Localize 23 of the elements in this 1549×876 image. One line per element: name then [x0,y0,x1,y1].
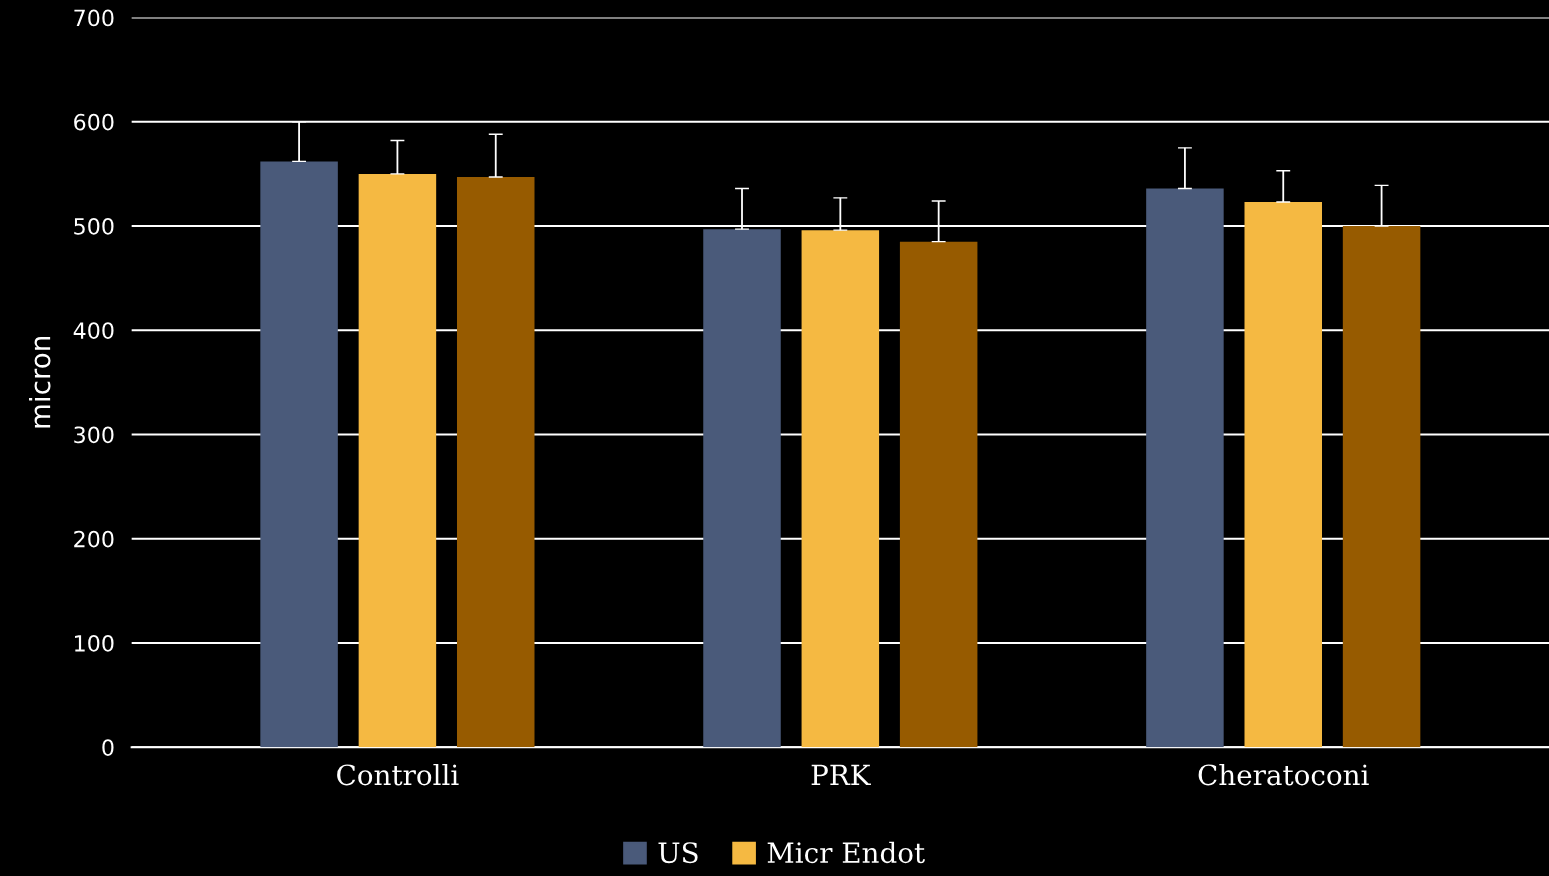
bar [801,230,880,748]
bar [1342,226,1421,748]
x-tick-label: Cheratoconi [1198,763,1369,786]
bar [899,241,978,748]
legend-label: Micr Endot [767,841,925,864]
bar [1146,188,1224,748]
y-tick-label: 600 [74,113,114,131]
y-tick-label: 200 [74,530,114,548]
y-axis-title: micron [29,337,51,428]
y-tick-label: 0 [102,739,114,756]
bar [456,177,535,748]
y-tick-label: 300 [74,426,114,444]
x-tick-label: Controlli [337,763,459,786]
y-tick-label: 100 [75,634,114,652]
bar [703,229,781,748]
legend-label: US [658,842,698,864]
bar [358,173,437,748]
y-tick-label: 400 [73,322,114,340]
bar [1244,202,1322,748]
y-tick-label: 500 [74,217,114,235]
y-tick-label: 700 [74,9,114,27]
x-tick-label: PRK [811,764,871,785]
bar [260,161,338,748]
